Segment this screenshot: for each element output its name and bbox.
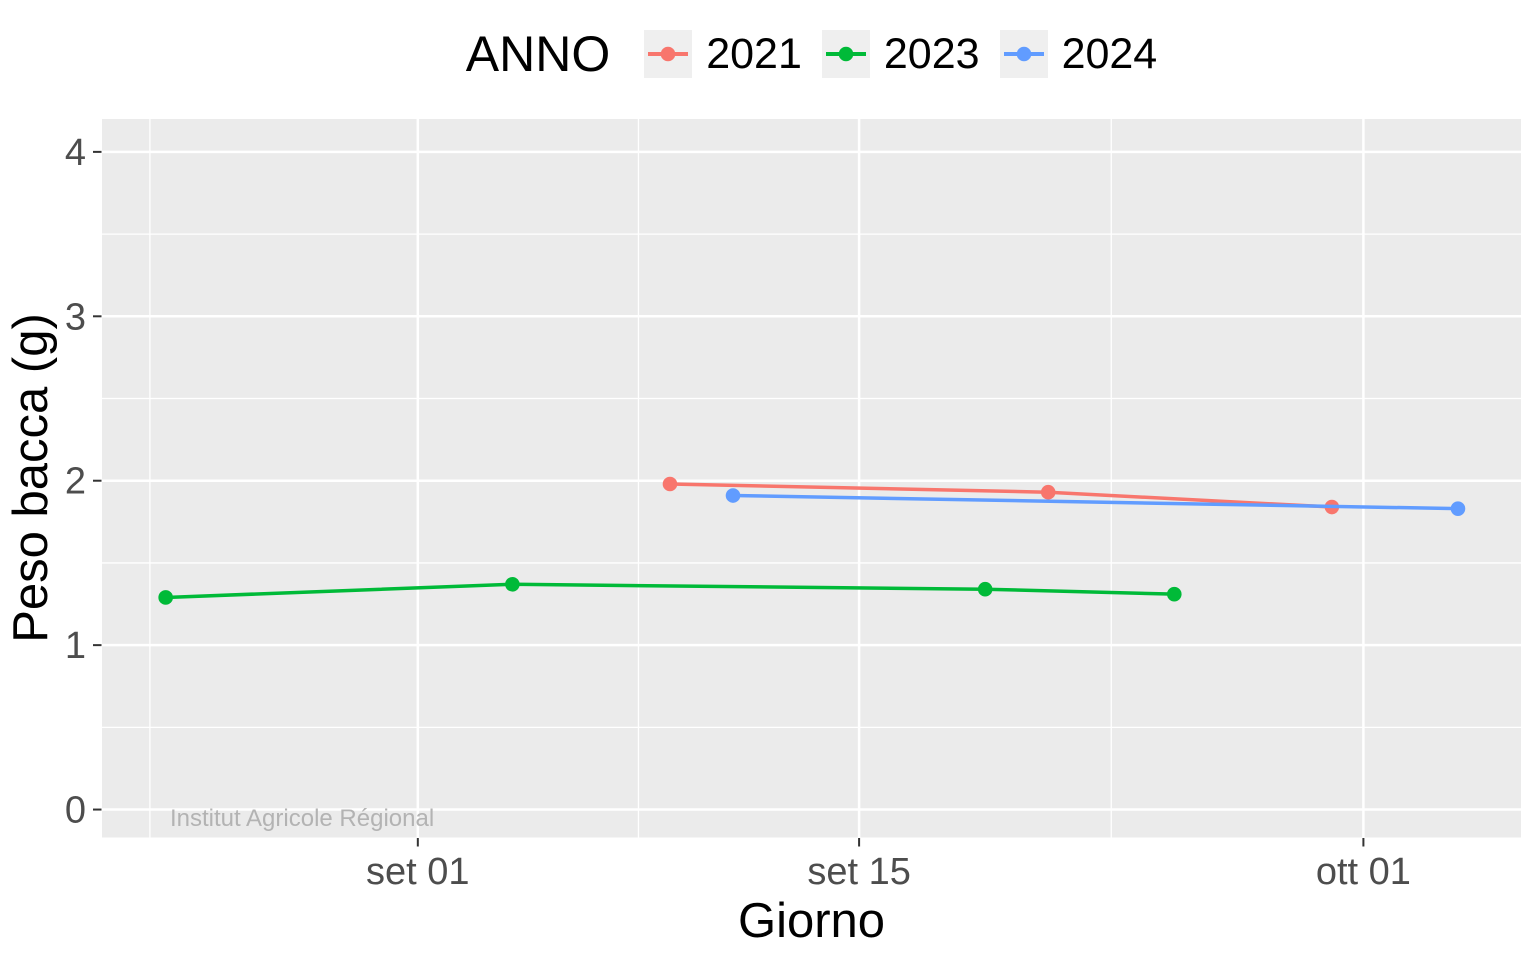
series-2024: [725, 488, 1466, 516]
y-tick-label: 0: [65, 790, 86, 832]
axis-ticks: [93, 150, 1365, 847]
y-axis-title: Peso bacca (g): [4, 313, 58, 643]
x-tick-label: ott 01: [1316, 851, 1411, 893]
series-line: [732, 493, 1458, 511]
data-point: [1450, 501, 1466, 516]
plot-panel: [102, 119, 1521, 838]
legend-label: 2021: [706, 30, 802, 78]
y-tick-label: 2: [65, 461, 86, 503]
data-point: [725, 488, 741, 503]
x-tick-labels: set 01 set 15 ott 01: [366, 851, 1411, 893]
legend-item-2021: 2021: [644, 26, 802, 82]
series-line: [165, 582, 1175, 600]
watermark: Institut Agricole Régional: [170, 805, 435, 832]
minor-gridlines: [102, 119, 1521, 838]
legend-key-line-point-icon: [821, 30, 870, 78]
data-point: [977, 581, 993, 597]
major-gridlines: [102, 119, 1521, 838]
y-tick-label: 1: [65, 625, 86, 667]
y-tick-label: 3: [65, 296, 86, 338]
y-tick-labels: 0 1 2 3 4: [65, 132, 86, 832]
legend-title: ANNO: [465, 26, 611, 82]
x-tick-label: set 01: [366, 851, 470, 893]
legend: ANNO 2021 2023 2024: [102, 26, 1521, 82]
data-point: [505, 576, 520, 592]
legend-label: 2024: [1061, 30, 1158, 78]
data-point: [158, 590, 173, 605]
legend-label: 2023: [883, 30, 980, 78]
legend-key-line-point-icon: [644, 30, 693, 78]
legend-key-line-point-icon: [999, 30, 1048, 78]
y-tick-label: 4: [65, 132, 86, 174]
series-2021: [662, 476, 1340, 515]
x-axis-title: Giorno: [737, 894, 886, 948]
legend-item-2024: 2024: [999, 26, 1158, 82]
legend-item-2023: 2023: [821, 26, 980, 82]
data-point: [1166, 586, 1182, 602]
data-point: [662, 476, 678, 492]
data-point: [1040, 484, 1056, 500]
series-2023: [158, 576, 1182, 605]
x-tick-label: set 15: [807, 851, 911, 893]
